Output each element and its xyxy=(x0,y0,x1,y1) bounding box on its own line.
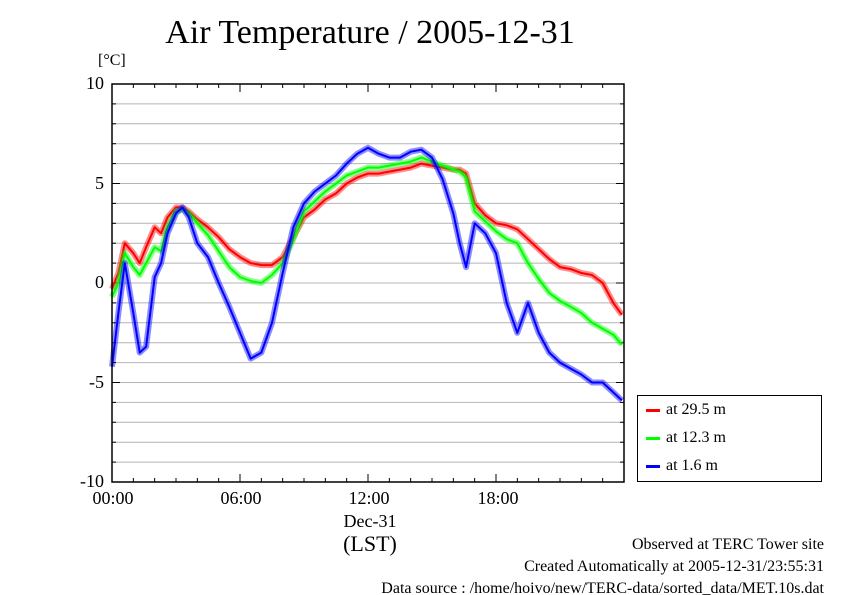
y-tick-label: 5 xyxy=(95,173,104,193)
footer-source: Data source : /home/hoivo/new/TERC-data/… xyxy=(381,580,824,595)
legend-label: at 29.5 m xyxy=(666,401,726,418)
y-tick-label: 0 xyxy=(95,272,104,292)
y-tick-label: -5 xyxy=(89,372,104,392)
x-axis-date-label: Dec-31 xyxy=(343,511,397,531)
footer-created: Created Automatically at 2005-12-31/23:5… xyxy=(524,558,824,575)
x-tick-label: 18:00 xyxy=(477,488,519,508)
legend-swatch-blue xyxy=(646,465,660,468)
x-tick-label: 06:00 xyxy=(220,488,262,508)
legend-label: at 12.3 m xyxy=(666,429,726,446)
plot-frame xyxy=(111,83,625,483)
x-tick-label: 12:00 xyxy=(348,488,390,508)
series-line-2 xyxy=(111,146,623,402)
y-axis-unit-label: [°C] xyxy=(98,52,126,69)
series-line-0 xyxy=(111,162,623,316)
legend-label: at 1.6 m xyxy=(666,457,718,474)
series-line-halo-1 xyxy=(109,154,625,347)
y-tick-label: -10 xyxy=(80,471,104,491)
legend-swatch-red xyxy=(646,409,660,412)
legend: at 29.5 m at 12.3 m at 1.6 m xyxy=(637,395,822,482)
x-axis-label: (LST) xyxy=(343,531,397,556)
footer-site: Observed at TERC Tower site xyxy=(631,536,824,553)
x-tick-label: 00:00 xyxy=(92,488,134,508)
legend-swatch-green xyxy=(646,437,660,440)
series-line-1 xyxy=(111,156,623,346)
y-tick-label: 10 xyxy=(86,73,104,93)
chart-title: Air Temperature / 2005-12-31 xyxy=(165,14,575,51)
